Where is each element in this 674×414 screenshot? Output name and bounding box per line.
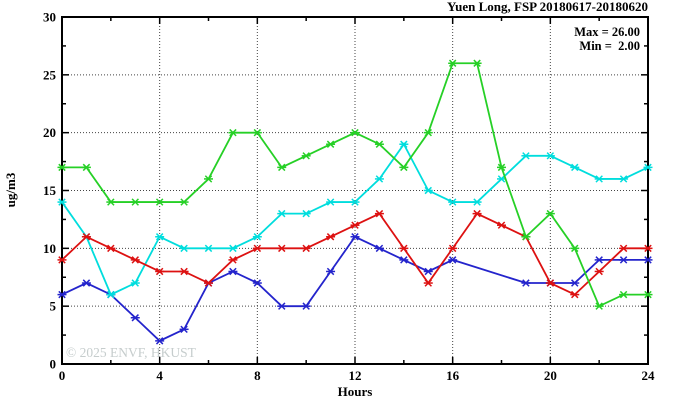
- x-tick-labels: 0 4 8 12 16 20 24: [59, 368, 655, 383]
- y-tick-label: 20: [43, 125, 56, 140]
- x-tick-label: 24: [642, 368, 656, 383]
- plot-border: [61, 16, 649, 365]
- y-tick-label: 30: [43, 10, 56, 25]
- series-lines: [57, 59, 653, 345]
- series-green: [57, 59, 653, 310]
- x-tick-label: 12: [349, 368, 362, 383]
- y-axis-label: ug/m3: [3, 172, 18, 207]
- y-tick-label: 0: [50, 357, 57, 372]
- y-tick-label: 25: [43, 67, 57, 82]
- y-tick-label: 15: [43, 183, 57, 198]
- chart-title: Yuen Long, FSP 20180617-20180620: [447, 0, 648, 14]
- y-tick-label: 10: [43, 241, 56, 256]
- x-tick-label: 4: [156, 368, 163, 383]
- min-stat-label: Min = 2.00: [579, 39, 640, 53]
- x-tick-label: 8: [254, 368, 261, 383]
- max-stat-label: Max = 26.00: [574, 25, 640, 39]
- x-tick-label: 20: [544, 368, 557, 383]
- y-tick-label: 5: [50, 299, 57, 314]
- x-tick-label: 16: [446, 368, 460, 383]
- x-axis-label: Hours: [338, 384, 373, 399]
- grid: [62, 17, 648, 364]
- watermark: © 2025 ENVF, HKUST: [66, 345, 197, 360]
- y-tick-labels: 0 5 10 15 20 25 30: [43, 10, 57, 372]
- x-tick-label: 0: [59, 368, 66, 383]
